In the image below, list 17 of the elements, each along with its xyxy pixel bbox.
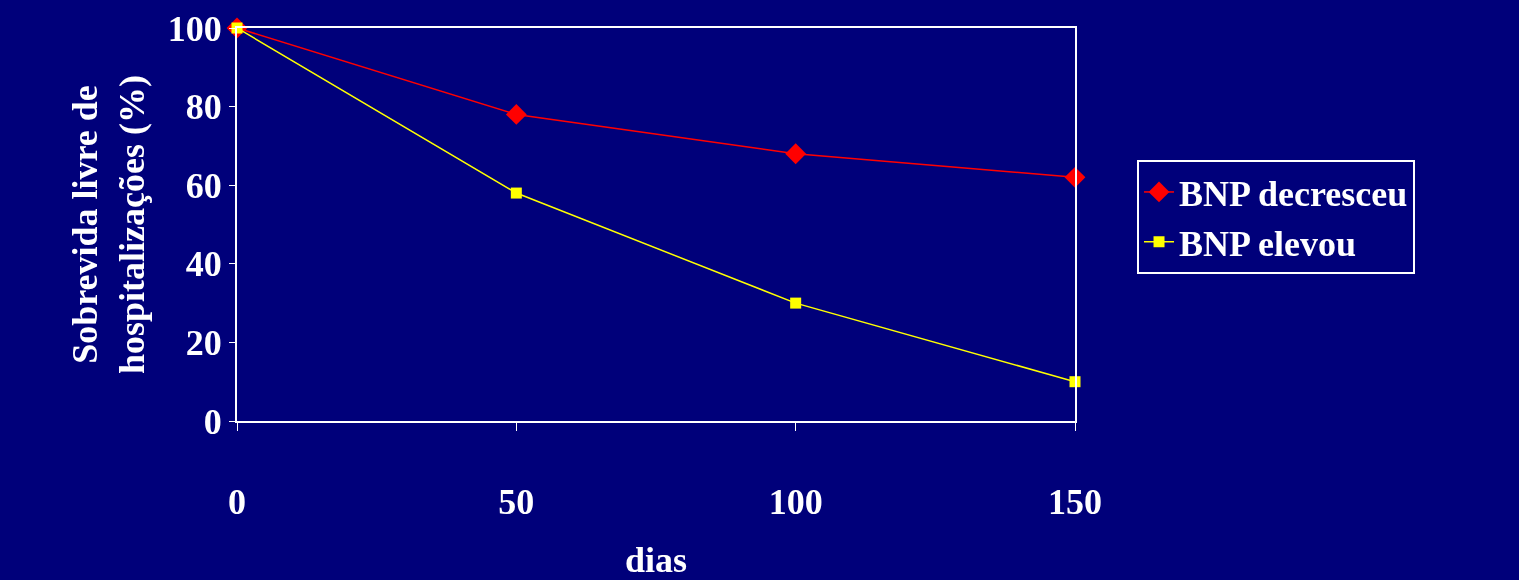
y-tick-label: 100 (167, 8, 222, 49)
point (785, 143, 807, 165)
point (790, 297, 802, 309)
x-tick-label: 150 (1048, 482, 1102, 523)
x-tick-label: 100 (768, 482, 823, 523)
y-tick-label: 40 (185, 244, 222, 285)
x-tick-label: 50 (498, 482, 535, 523)
y-axis-title: Sobrevida livre de hospitalizações (%) (65, 75, 153, 374)
y-tick-label: 60 (185, 165, 222, 206)
point (510, 187, 522, 199)
y-tick-label: 20 (185, 323, 222, 363)
y-tick-label: 80 (185, 87, 222, 128)
legend-label: BNP elevou (1179, 223, 1357, 264)
y-tick-label: 0 (203, 401, 222, 442)
point (505, 104, 527, 125)
x-axis-title: dias (624, 540, 688, 580)
legend-label: BNP decresceu (1179, 173, 1408, 214)
